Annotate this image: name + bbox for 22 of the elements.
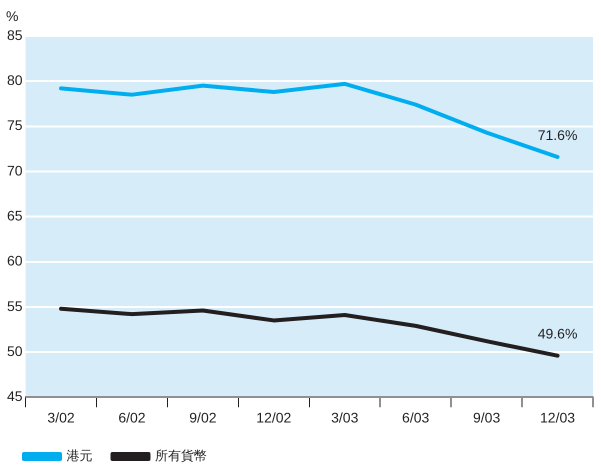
y-tick-label: 45 — [6, 388, 23, 404]
data-label: 49.6% — [538, 326, 578, 342]
y-tick-label: 70 — [6, 162, 23, 178]
x-tick-label: 9/03 — [472, 409, 500, 426]
y-tick-label: 65 — [6, 207, 23, 224]
data-label: 71.6% — [538, 126, 578, 143]
y-tick-label: 80 — [6, 72, 23, 88]
y-tick-label: 75 — [6, 117, 23, 134]
x-tick-label: 9/02 — [189, 409, 217, 426]
y-tick-label: 85 — [6, 26, 23, 43]
legend-label: 港元 — [66, 448, 92, 464]
y-tick-label: 50 — [6, 342, 23, 359]
x-tick-label: 12/02 — [256, 409, 292, 426]
y-tick-label: 55 — [6, 298, 23, 314]
x-tick-label: 3/03 — [331, 409, 359, 426]
y-tick-label: 60 — [6, 252, 23, 269]
x-tick-label: 12/03 — [540, 409, 576, 426]
legend-label: 所有貨幣 — [155, 448, 207, 464]
y-axis-title: % — [6, 8, 18, 24]
x-tick-label: 6/03 — [402, 409, 430, 426]
x-tick-label: 6/02 — [118, 409, 146, 426]
x-tick-label: 3/02 — [47, 409, 75, 426]
